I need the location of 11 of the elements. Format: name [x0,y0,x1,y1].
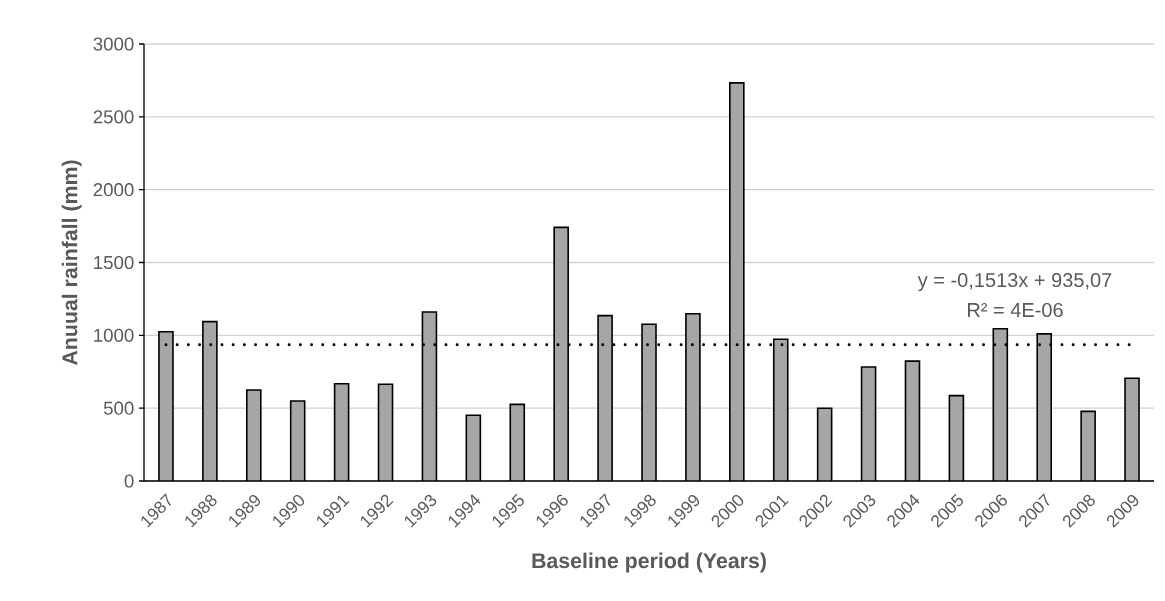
annotation: y = -0,1513x + 935,07 [917,272,1112,292]
y-tick-label: 2000 [93,183,134,197]
y-tick-label: 1500 [94,255,134,270]
y-axis-title: Anuual rainfall (mm) [61,160,82,366]
annotation: R² = 4E-06 [968,302,1063,318]
y-tick-label: 2500 [93,110,134,124]
y-tick-label: 0 [124,474,134,488]
y-tick-label: 1000 [94,328,134,342]
x-axis-title: Baseline period (Years) [532,552,766,573]
y-tick-label: 500 [103,401,134,415]
y-tick-label: 3000 [93,37,134,51]
